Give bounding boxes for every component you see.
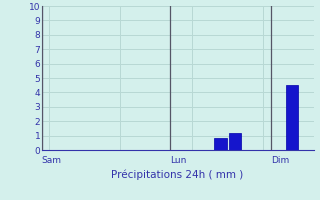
- Bar: [286, 85, 298, 150]
- Text: Dim: Dim: [271, 156, 289, 165]
- Text: Sam: Sam: [42, 156, 61, 165]
- Text: Lun: Lun: [171, 156, 187, 165]
- X-axis label: Précipitations 24h ( mm ): Précipitations 24h ( mm ): [111, 169, 244, 180]
- Bar: [214, 138, 227, 150]
- Bar: [229, 133, 241, 150]
